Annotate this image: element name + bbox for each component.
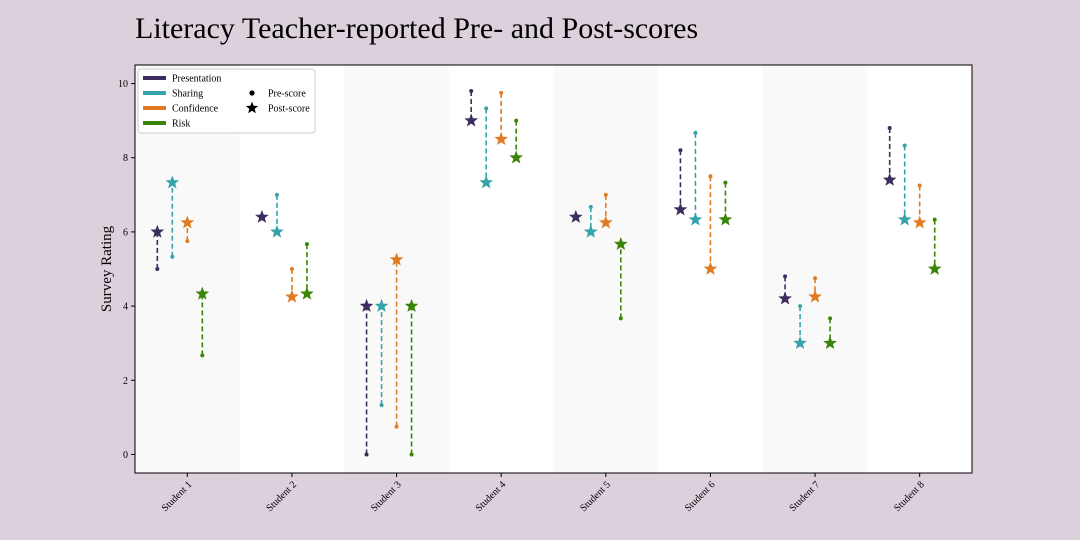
pre-score-point (289, 267, 294, 271)
post-score-star (509, 150, 524, 164)
pre-score-point (469, 88, 474, 93)
legend-box (137, 68, 316, 134)
pre-score-point (902, 143, 907, 148)
post-score-star (195, 286, 210, 300)
post-score-star (255, 209, 269, 223)
y-tick-label: 8 (123, 153, 128, 164)
legend-marker-label: Pre-score (268, 89, 306, 100)
x-tick-label: Student 6 (683, 479, 718, 514)
post-score-star (165, 175, 180, 189)
y-tick-label: 6 (123, 227, 128, 238)
pre-score-point (409, 452, 414, 457)
post-score-star (150, 224, 165, 238)
y-tick-label: 0 (123, 450, 128, 461)
pre-score-point (379, 403, 384, 408)
post-score-star (778, 291, 792, 305)
post-score-star (703, 261, 718, 275)
post-score-star (464, 113, 479, 127)
post-score-star (300, 286, 314, 300)
pre-score-point (499, 90, 504, 95)
pre-score-point (155, 267, 160, 271)
post-score-star (389, 252, 404, 266)
post-score-star (494, 131, 509, 146)
y-tick-label: 10 (118, 79, 128, 90)
category-band (762, 65, 868, 473)
pre-score-point (932, 217, 937, 222)
post-score-star (912, 215, 927, 229)
y-axis: 0 2 4 6 8 10 (118, 79, 135, 461)
post-score-star (479, 175, 494, 189)
legend: Presentation Sharing Confidence Risk Pre-sco… (137, 68, 316, 134)
category-band (553, 65, 659, 473)
chart-title: Literacy Teacher-reported Pre- and Post-… (135, 12, 698, 45)
legend-label: Confidence (172, 104, 219, 115)
pre-score-point (917, 183, 922, 188)
post-score-star (404, 298, 419, 312)
x-tick-label: Student 5 (578, 479, 613, 514)
post-score-star (285, 289, 299, 303)
x-tick-label: Student 3 (369, 479, 404, 514)
pre-score-point (723, 180, 728, 185)
pre-score-point (603, 192, 608, 197)
category-band (344, 65, 449, 473)
x-tick-label: Student 4 (474, 479, 509, 514)
post-score-star (793, 335, 807, 350)
post-score-star (882, 172, 897, 186)
post-score-star (897, 212, 912, 226)
x-tick-label: Student 1 (160, 479, 195, 514)
y-tick-label: 4 (123, 302, 128, 313)
x-tick-label: Student 8 (892, 479, 927, 514)
legend-label: Sharing (172, 89, 203, 100)
data-marks (150, 88, 942, 457)
post-score-star (927, 261, 942, 275)
pre-score-point (678, 148, 683, 153)
x-axis: Student 1 Student 2 Student 3 Student 4 Stud… (160, 473, 927, 514)
y-axis-label: Survey Rating (99, 225, 115, 312)
legend-label: Risk (172, 119, 190, 130)
pre-score-point (364, 452, 369, 457)
post-score-star (718, 212, 733, 226)
pre-score-point (828, 316, 833, 321)
post-score-star (568, 209, 583, 223)
post-score-star (823, 335, 837, 350)
pre-score-point (783, 274, 788, 279)
pre-score-point (588, 205, 593, 210)
legend-marker-dot (249, 90, 255, 96)
pre-score-point (274, 192, 279, 197)
legend-label: Presentation (172, 74, 221, 85)
post-score-star (583, 224, 598, 238)
post-score-star (374, 298, 389, 312)
post-score-star (613, 236, 628, 250)
post-score-star (808, 289, 822, 303)
y-tick-label: 2 (123, 376, 128, 387)
plot-frame (134, 64, 973, 474)
post-score-star (270, 224, 284, 238)
pre-score-point (484, 106, 489, 111)
pre-score-point (813, 276, 818, 281)
legend-marker-star (245, 101, 259, 114)
legend-marker-label: Post-score (268, 104, 310, 115)
pre-score-point (887, 126, 892, 131)
pre-score-point (514, 118, 519, 123)
pre-score-point (394, 424, 399, 429)
pre-score-point (185, 239, 190, 244)
pre-score-point (200, 353, 205, 358)
x-tick-label: Student 7 (787, 479, 822, 514)
pre-score-point (170, 254, 175, 259)
pre-score-point (618, 316, 623, 321)
pre-score-point (798, 304, 803, 309)
post-score-star (359, 298, 374, 312)
post-score-star (598, 215, 613, 229)
post-score-star (180, 215, 195, 229)
pre-score-point (304, 242, 309, 247)
post-score-star (688, 212, 703, 226)
pre-score-point (708, 174, 713, 179)
post-score-star (673, 202, 688, 216)
pre-score-point (693, 130, 698, 135)
x-tick-label: Student 2 (264, 479, 299, 514)
